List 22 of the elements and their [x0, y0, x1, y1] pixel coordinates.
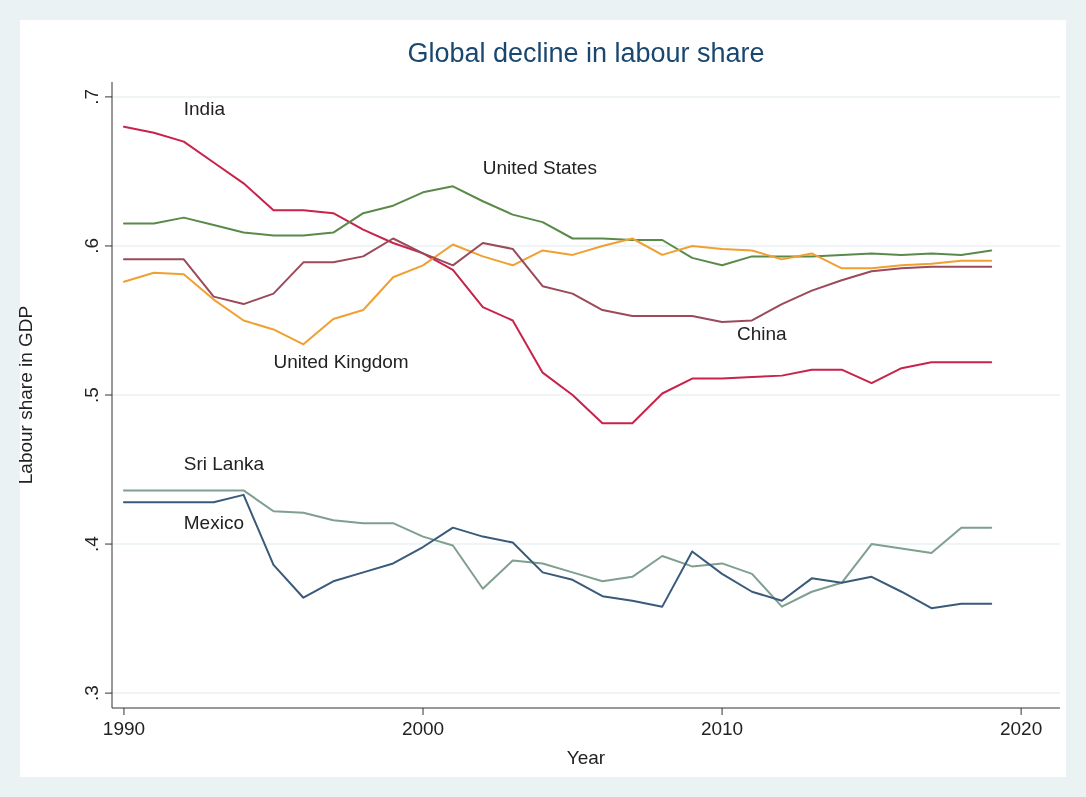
series-label: United States: [482, 157, 597, 179]
line-series: [122, 125, 993, 425]
x-tick-label: 2020: [999, 718, 1043, 739]
x-tick-label: 1990: [102, 718, 146, 739]
line-series: [122, 237, 993, 346]
x-tick-label: 2000: [401, 718, 445, 739]
y-tick-label: .7: [81, 88, 102, 105]
series-label: Mexico: [183, 512, 244, 534]
series-label: United Kingdom: [273, 351, 409, 373]
series-label: China: [737, 322, 788, 344]
line-series: [122, 185, 993, 267]
y-tick-label: .5: [81, 387, 102, 403]
y-tick-label: .4: [81, 535, 102, 552]
chart-title: Global decline in labour share: [407, 38, 765, 68]
y-axis-title: Labour share in GDP: [15, 305, 36, 485]
line-series: [122, 237, 993, 323]
x-tick-label: 2010: [700, 718, 744, 739]
x-axis-title: Year: [566, 747, 606, 768]
y-tick-label: .6: [81, 238, 102, 254]
y-tick-label: .3: [81, 685, 102, 702]
series-label: India: [183, 97, 226, 119]
series-label: Sri Lanka: [183, 452, 265, 474]
